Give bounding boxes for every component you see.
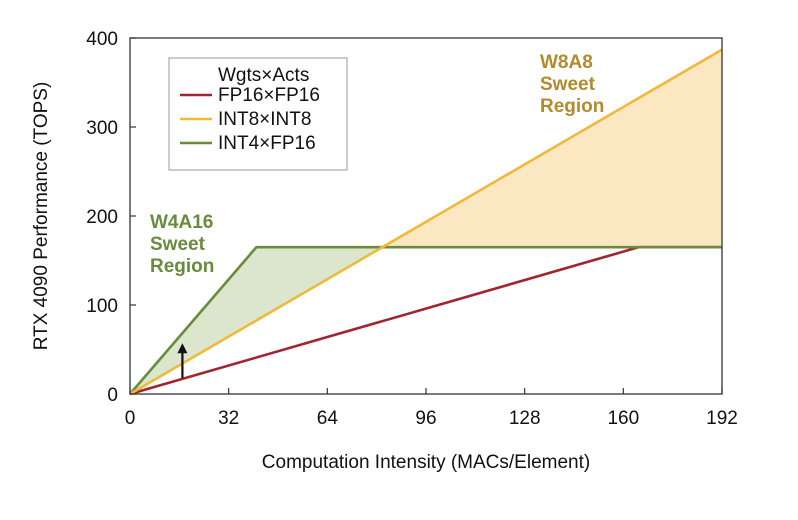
y-axis-ticks: 0 100 200 300 400 — [86, 29, 136, 406]
legend-label: FP16×FP16 — [218, 85, 320, 106]
region-label-line: Sweet — [540, 74, 596, 95]
shaded-region-1 — [382, 49, 722, 248]
legend: Wgts×Acts FP16×FP16 INT8×INT8 INT4×FP16 — [168, 57, 348, 171]
x-tick-label: 96 — [415, 408, 436, 429]
y-tick-label: 200 — [86, 207, 118, 228]
region-label-line: W4A16 — [150, 212, 213, 233]
x-tick-label: 0 — [125, 408, 136, 429]
x-tick-label: 160 — [607, 408, 639, 429]
legend-items: FP16×FP16 INT8×INT8 INT4×FP16 — [180, 85, 320, 154]
annotations — [177, 343, 188, 378]
x-axis-title: Computation Intensity (MACs/Element) — [262, 452, 590, 473]
arrow-head — [177, 343, 188, 354]
region-label-line: Region — [150, 256, 214, 277]
series-lines — [129, 48, 723, 396]
y-tick-label: 300 — [86, 118, 118, 139]
legend-box — [168, 57, 348, 171]
x-tick-label: 128 — [509, 408, 541, 429]
series-line-1 — [129, 48, 723, 396]
y-tick-label: 400 — [86, 29, 118, 50]
legend-label: INT8×INT8 — [218, 109, 311, 130]
legend-title: Wgts×Acts — [218, 65, 309, 86]
y-tick-label: 0 — [107, 385, 118, 406]
x-axis-ticks: 0 32 64 96 128 160 192 — [125, 388, 738, 429]
y-tick-label: 100 — [86, 296, 118, 317]
region-label-line: Region — [540, 96, 604, 117]
y-axis-title: RTX 4090 Performance (TOPS) — [31, 82, 52, 351]
legend-label: INT4×FP16 — [218, 133, 316, 154]
x-tick-label: 64 — [317, 408, 339, 429]
series-line-2 — [129, 245, 722, 395]
region-label-line: Sweet — [150, 234, 206, 255]
x-tick-label: 32 — [218, 408, 239, 429]
region-label-line: W8A8 — [540, 52, 593, 73]
x-tick-label: 192 — [706, 408, 738, 429]
